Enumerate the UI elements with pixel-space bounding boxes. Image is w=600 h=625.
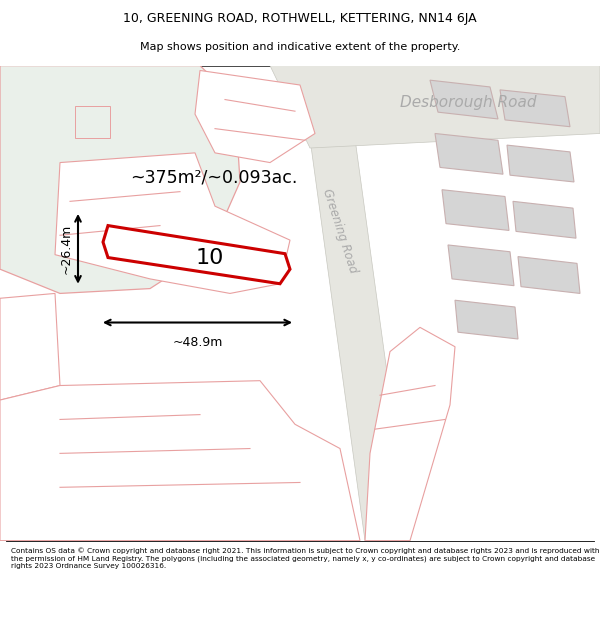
Polygon shape: [103, 226, 290, 284]
Polygon shape: [270, 66, 600, 148]
Polygon shape: [435, 134, 503, 174]
Polygon shape: [518, 257, 580, 293]
Polygon shape: [500, 90, 570, 127]
Text: 10, GREENING ROAD, ROTHWELL, KETTERING, NN14 6JA: 10, GREENING ROAD, ROTHWELL, KETTERING, …: [123, 12, 477, 25]
Text: ~375m²/~0.093ac.: ~375m²/~0.093ac.: [130, 168, 298, 186]
Polygon shape: [0, 381, 360, 541]
Text: Map shows position and indicative extent of the property.: Map shows position and indicative extent…: [140, 42, 460, 52]
Polygon shape: [75, 106, 110, 138]
Polygon shape: [300, 66, 410, 541]
Text: 10: 10: [196, 248, 224, 268]
Polygon shape: [513, 201, 576, 238]
Polygon shape: [507, 145, 574, 182]
Polygon shape: [55, 153, 290, 293]
Polygon shape: [430, 80, 498, 119]
Text: Greening Road: Greening Road: [320, 186, 360, 274]
Text: ~26.4m: ~26.4m: [60, 224, 73, 274]
Polygon shape: [0, 293, 60, 400]
Polygon shape: [0, 66, 240, 293]
Polygon shape: [455, 300, 518, 339]
Polygon shape: [442, 190, 509, 231]
Polygon shape: [365, 328, 455, 541]
Polygon shape: [448, 245, 514, 286]
Text: Desborough Road: Desborough Road: [400, 95, 536, 110]
Text: Contains OS data © Crown copyright and database right 2021. This information is : Contains OS data © Crown copyright and d…: [11, 548, 599, 569]
Polygon shape: [195, 71, 315, 162]
Text: ~48.9m: ~48.9m: [172, 336, 223, 349]
